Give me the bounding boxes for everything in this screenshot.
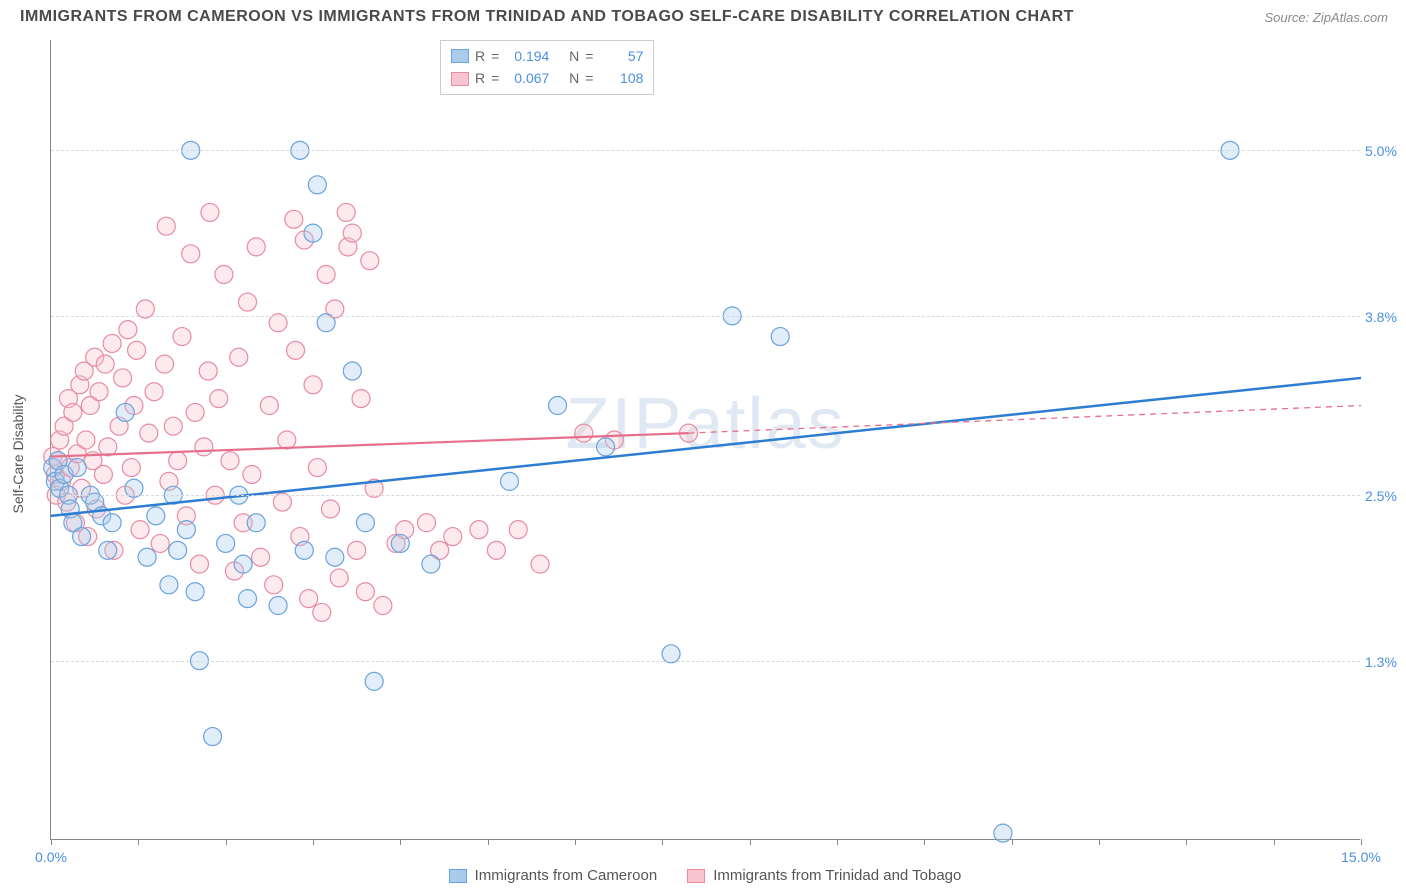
y-tick-label: 1.3% [1365,654,1406,670]
legend-item-cameroon: Immigrants from Cameroon [449,867,658,884]
swatch-icon [687,869,705,883]
legend-label: Immigrants from Cameroon [475,867,658,884]
legend-label: Immigrants from Trinidad and Tobago [713,867,961,884]
x-tick-label: 15.0% [1341,849,1381,865]
legend-correlation-box: R = 0.194 N = 57 R = 0.067 N = 108 [440,40,654,95]
y-axis-title: Self-Care Disability [10,394,26,513]
swatch-icon [449,869,467,883]
r-value-trinidad: 0.067 [505,67,549,89]
plot-area: ZIPatlas 1.3%2.5%3.8%5.0%0.0%15.0% [50,40,1360,840]
legend-item-trinidad: Immigrants from Trinidad and Tobago [687,867,961,884]
correlation-chart: IMMIGRANTS FROM CAMEROON VS IMMIGRANTS F… [0,0,1406,892]
swatch-cameroon [451,49,469,63]
r-label: R [475,45,485,67]
chart-title: IMMIGRANTS FROM CAMEROON VS IMMIGRANTS F… [20,8,1074,26]
y-tick-label: 5.0% [1365,143,1406,159]
n-value-cameroon: 57 [599,45,643,67]
source-attribution: Source: ZipAtlas.com [1264,10,1388,25]
legend-row-trinidad: R = 0.067 N = 108 [451,67,643,89]
legend-row-cameroon: R = 0.194 N = 57 [451,45,643,67]
swatch-trinidad [451,72,469,86]
y-tick-label: 3.8% [1365,309,1406,325]
x-tick-label: 0.0% [35,849,67,865]
legend-series: Immigrants from Cameroon Immigrants from… [50,867,1360,884]
plot-svg [51,40,1360,839]
n-label: N [569,45,579,67]
r-value-cameroon: 0.194 [505,45,549,67]
n-value-trinidad: 108 [599,67,643,89]
y-tick-label: 2.5% [1365,488,1406,504]
